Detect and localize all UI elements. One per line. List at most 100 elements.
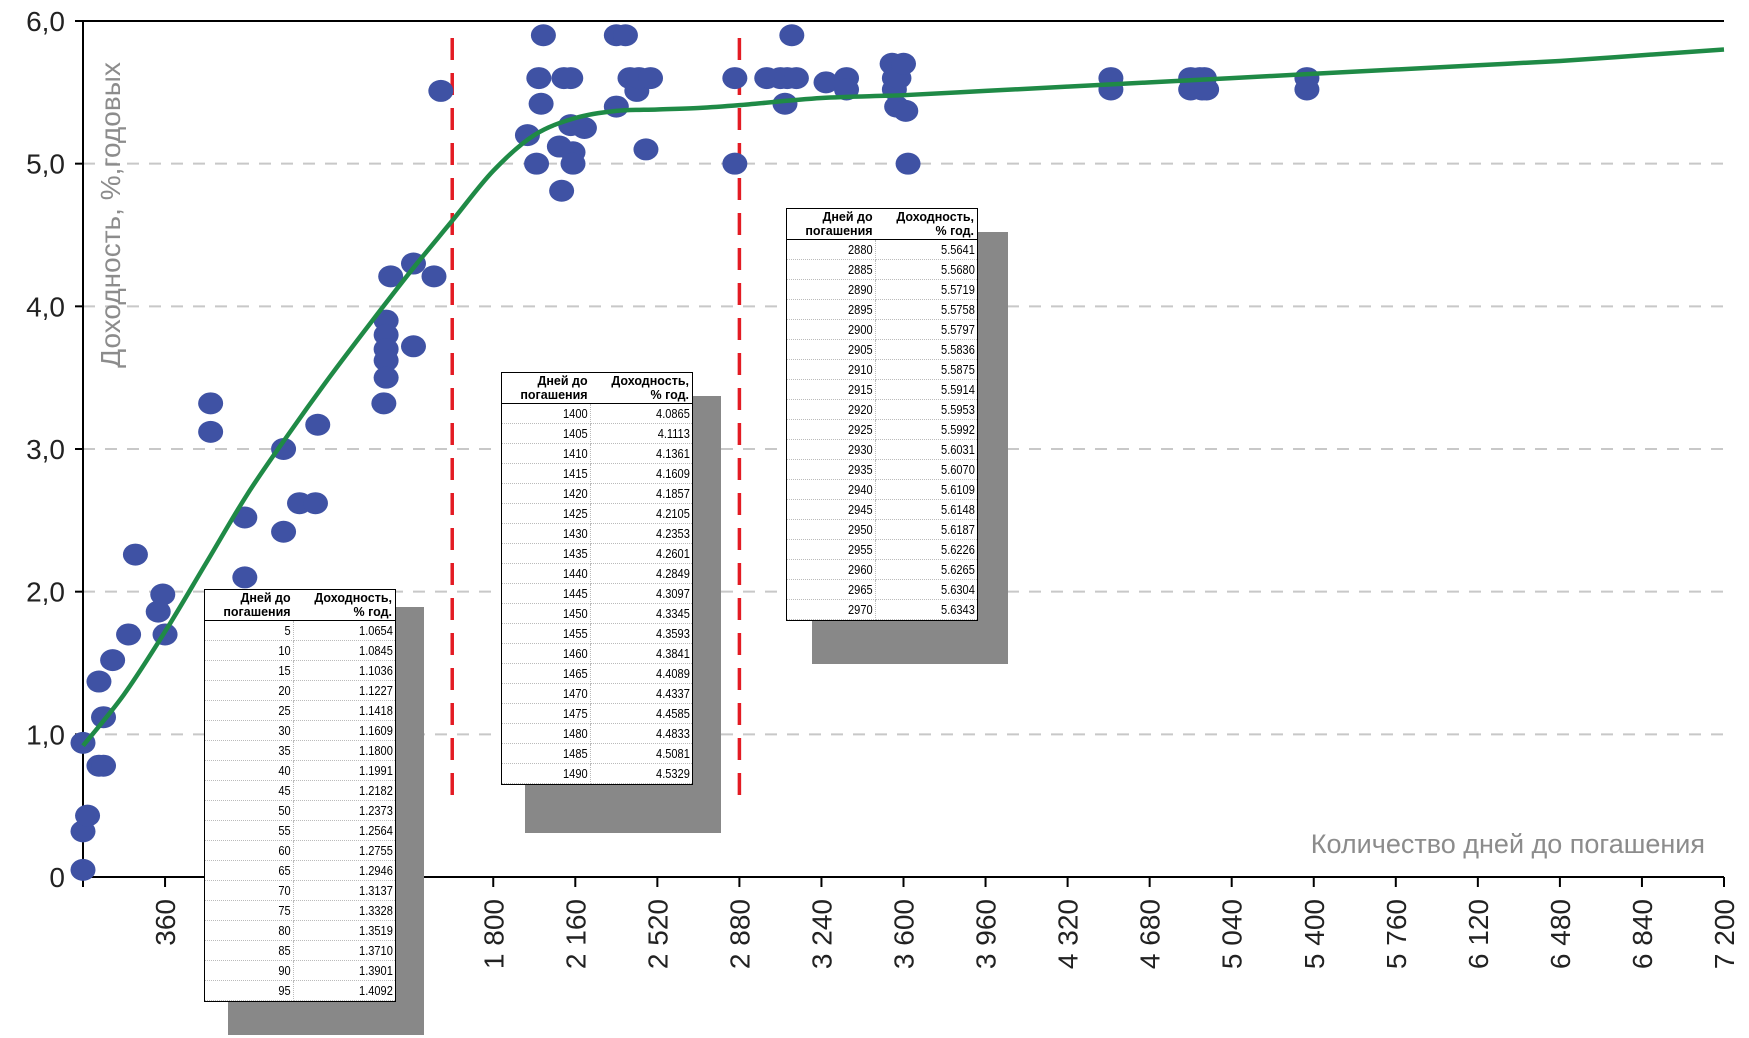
x-tick-label: 6 480 — [1545, 899, 1576, 969]
cell-days: 1450 — [515, 603, 592, 624]
data-point — [722, 67, 748, 90]
cell-days: 1420 — [515, 483, 592, 504]
cell-yield: 1.1800 — [308, 740, 395, 761]
table-row: 2900 5.5797 — [787, 319, 977, 340]
cell-yield: 4.1113 — [605, 423, 692, 444]
cell-days: 1445 — [515, 583, 592, 604]
data-point — [70, 858, 96, 881]
data-point — [813, 71, 839, 94]
x-tick-label: 2 520 — [642, 899, 673, 969]
data-point — [528, 92, 554, 115]
table-row: 1450 4.3345 — [502, 603, 692, 624]
cell-yield: 4.2849 — [605, 563, 692, 584]
table-row: 2880 5.5641 — [787, 239, 977, 260]
table-row: 1480 4.4833 — [502, 723, 692, 744]
cell-yield: 1.3519 — [308, 920, 395, 941]
cell-days: 1455 — [515, 623, 592, 644]
table-row: 2915 5.5914 — [787, 379, 977, 400]
x-tick-label: 3 240 — [806, 899, 837, 969]
cell-days: 2960 — [800, 559, 877, 580]
data-point — [86, 670, 112, 693]
y-axis-label: Доходность, %,годовых — [95, 62, 126, 368]
cell-days: 85 — [218, 940, 295, 961]
cell-days: 2880 — [800, 239, 877, 260]
data-point — [783, 67, 809, 90]
cell-yield: 1.1609 — [308, 720, 395, 741]
table-row: 1440 4.2849 — [502, 563, 692, 584]
data-point — [893, 99, 919, 122]
x-tick-label: 3 960 — [971, 899, 1002, 969]
data-point — [302, 492, 328, 515]
cell-days: 1480 — [515, 723, 592, 744]
cell-days: 2885 — [800, 259, 877, 280]
x-tick-label: 3 600 — [889, 899, 920, 969]
x-tick-label: 4 680 — [1135, 899, 1166, 969]
yield-table: Дней до погашения Доходность,% год. 1400 4.0… — [501, 372, 693, 785]
cell-days: 1470 — [515, 683, 592, 704]
cell-yield: 4.2353 — [605, 523, 692, 544]
data-point — [373, 366, 399, 389]
cell-yield: 5.6031 — [890, 439, 977, 460]
table-row: 2935 5.6070 — [787, 459, 977, 480]
header-yield: Доходность,% год. — [875, 209, 977, 240]
table-row: 2970 5.6343 — [787, 599, 977, 620]
cell-yield: 4.4833 — [605, 723, 692, 744]
data-point — [232, 566, 258, 589]
cell-yield: 5.6109 — [890, 479, 977, 500]
table-row: 75 1.3328 — [205, 900, 395, 921]
table-row: 95 1.4092 — [205, 980, 395, 1001]
cell-days: 1440 — [515, 563, 592, 584]
cell-days: 30 — [218, 720, 295, 741]
cell-yield: 1.2564 — [308, 820, 395, 841]
table-row: 1460 4.3841 — [502, 643, 692, 664]
table-row: 1425 4.2105 — [502, 503, 692, 524]
table-row: 1430 4.2353 — [502, 523, 692, 544]
data-point — [571, 117, 597, 139]
data-point — [271, 520, 297, 543]
table-row: 1415 4.1609 — [502, 463, 692, 484]
cell-yield: 5.5719 — [890, 279, 977, 300]
table-row: 2945 5.6148 — [787, 499, 977, 520]
data-point — [198, 392, 224, 415]
cell-yield: 1.1036 — [308, 660, 395, 681]
data-point — [558, 67, 584, 90]
cell-yield: 4.3097 — [605, 583, 692, 604]
cell-yield: 1.2373 — [308, 800, 395, 821]
data-point — [378, 265, 404, 288]
cell-yield: 5.5797 — [890, 319, 977, 340]
table-row: 2965 5.6304 — [787, 579, 977, 600]
header-days: Дней до погашения — [502, 373, 591, 404]
table-row: 1490 4.5329 — [502, 763, 692, 784]
table-row: 5 1.0654 — [205, 620, 395, 641]
cell-days: 2915 — [800, 379, 877, 400]
cell-yield: 1.3137 — [308, 880, 395, 901]
table-row: 2905 5.5836 — [787, 339, 977, 360]
cell-yield: 4.5081 — [605, 743, 692, 764]
cell-days: 2910 — [800, 359, 877, 380]
cell-days: 1485 — [515, 743, 592, 764]
cell-yield: 5.5953 — [890, 399, 977, 420]
cell-yield: 5.6304 — [890, 579, 977, 600]
table-row: 1475 4.4585 — [502, 703, 692, 724]
table-row: 1400 4.0865 — [502, 403, 692, 424]
cell-yield: 5.5875 — [890, 359, 977, 380]
cell-yield: 1.3328 — [308, 900, 395, 921]
data-point — [891, 52, 916, 75]
header-days: Дней до погашения — [205, 590, 294, 621]
table-row: 2910 5.5875 — [787, 359, 977, 380]
data-point — [91, 754, 117, 777]
cell-days: 1405 — [515, 423, 592, 444]
cell-yield: 5.6148 — [890, 499, 977, 520]
x-tick-label: 7 200 — [1709, 899, 1740, 969]
data-point — [371, 392, 397, 415]
data-point — [526, 67, 552, 90]
cell-yield: 4.1857 — [605, 483, 692, 504]
cell-days: 2900 — [800, 319, 877, 340]
cell-days: 2955 — [800, 539, 877, 560]
cell-yield: 1.0654 — [308, 620, 395, 641]
table-row: 2925 5.5992 — [787, 419, 977, 440]
table-row: 30 1.1609 — [205, 720, 395, 741]
cell-days: 1460 — [515, 643, 592, 664]
cell-yield: 5.6070 — [890, 459, 977, 480]
cell-days: 2940 — [800, 479, 877, 500]
